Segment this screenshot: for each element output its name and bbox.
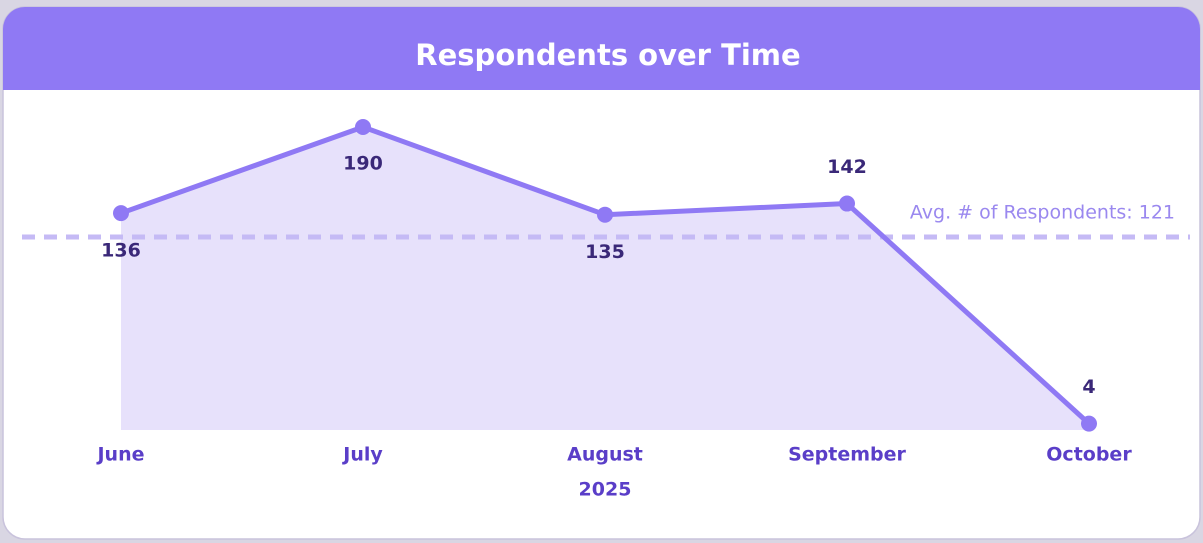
x-tick-label: July xyxy=(341,444,383,466)
chart-title: Respondents over Time xyxy=(415,38,800,72)
value-label: 135 xyxy=(585,241,625,263)
value-label: 4 xyxy=(1082,376,1095,398)
x-tick-label: June xyxy=(95,444,144,466)
header xyxy=(3,7,1200,90)
x-tick-label: October xyxy=(1046,444,1132,466)
point xyxy=(597,206,613,223)
point xyxy=(1081,415,1097,432)
value-label: 136 xyxy=(101,240,141,262)
average-label: Avg. # of Respondents: 121 xyxy=(910,202,1175,224)
point xyxy=(113,205,129,222)
value-label: 142 xyxy=(827,156,867,178)
point xyxy=(839,195,855,212)
x-tick-label: September xyxy=(788,444,906,466)
value-label: 190 xyxy=(343,153,383,175)
x-tick-label: August xyxy=(567,444,643,466)
x-annotation: 2025 xyxy=(579,479,632,501)
point xyxy=(355,119,371,135)
area xyxy=(121,127,1089,430)
